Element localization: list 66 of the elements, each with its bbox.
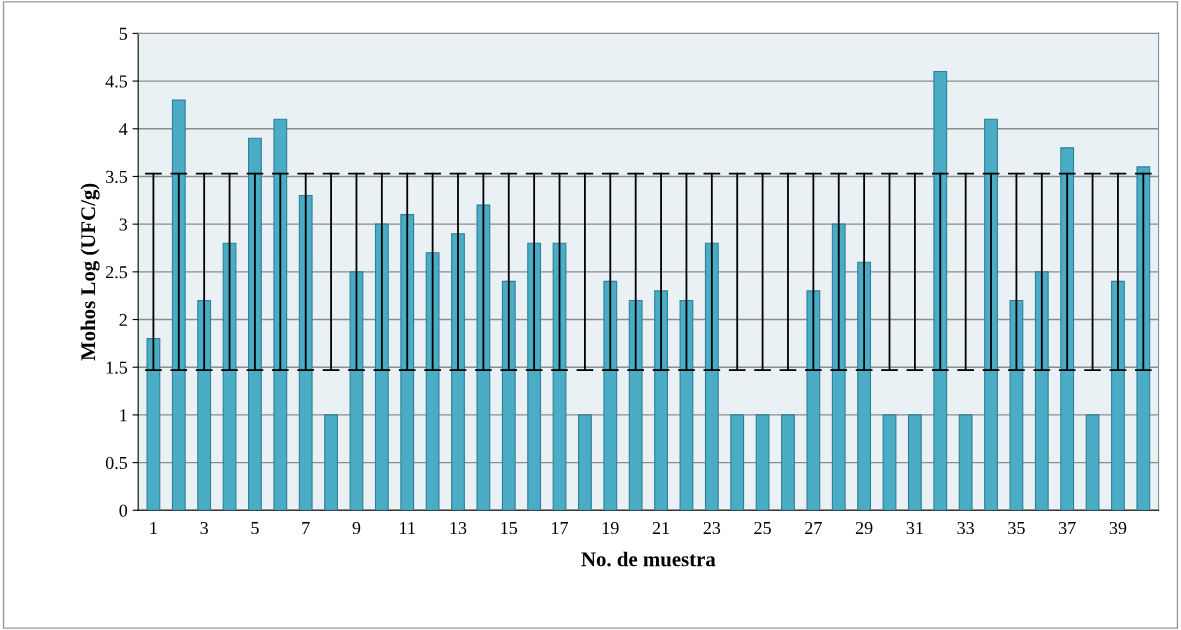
x-tick-label: 35 <box>1008 521 1025 535</box>
bar <box>1034 271 1049 511</box>
bar <box>552 242 567 511</box>
bar <box>1085 414 1100 511</box>
x-tick-label: 19 <box>602 521 619 535</box>
x-tick-label: 23 <box>703 521 721 535</box>
x-tick-label: 13 <box>450 521 467 535</box>
x-tick-label: 37 <box>1059 521 1076 535</box>
bar <box>349 271 364 511</box>
x-tick-label: 27 <box>805 521 822 534</box>
bar <box>578 414 592 511</box>
bar <box>146 338 161 511</box>
bar <box>197 299 212 511</box>
bar <box>679 299 694 511</box>
x-tick-label: 25 <box>754 521 771 535</box>
bar <box>730 414 745 511</box>
y-tick-label: 1 <box>120 409 127 422</box>
y-tick-label: 5 <box>119 27 128 40</box>
bar <box>628 299 643 511</box>
bar <box>425 252 440 511</box>
x-tick-label: 15 <box>501 522 518 535</box>
bar <box>324 414 338 511</box>
bar <box>907 414 922 511</box>
bar <box>654 290 668 511</box>
bar <box>933 70 948 511</box>
bar <box>806 290 821 511</box>
bar <box>704 242 719 511</box>
x-tick-label: 7 <box>302 522 310 534</box>
bar <box>298 194 313 511</box>
bar <box>603 280 618 511</box>
y-tick-label: 0 <box>119 504 128 517</box>
bar <box>1136 166 1151 511</box>
y-axis-title: Mohos Log (UFC/g) <box>80 183 100 361</box>
bar <box>501 280 516 511</box>
x-tick-label: 31 <box>906 521 923 535</box>
x-tick-label: 21 <box>652 521 669 534</box>
x-tick-label: 17 <box>552 522 569 534</box>
x-tick-label: 9 <box>352 521 361 535</box>
bar <box>400 214 415 511</box>
y-tick-label: 3 <box>119 218 128 231</box>
y-tick-label: 4 <box>119 123 128 136</box>
bar <box>958 414 973 511</box>
bar <box>1009 299 1024 511</box>
bar <box>527 242 542 511</box>
y-tick-label: 2.5 <box>105 266 128 279</box>
x-tick-label: 5 <box>251 522 259 535</box>
x-tick-label: 11 <box>400 522 415 534</box>
x-axis-title: No. de muestra <box>581 551 716 567</box>
x-tick-label: 1 <box>150 522 157 534</box>
bar <box>248 137 262 511</box>
x-tick-label: 3 <box>200 521 208 535</box>
bar <box>857 261 872 511</box>
bar <box>781 414 795 511</box>
y-tick-label: 0.5 <box>105 456 128 470</box>
x-tick-label: 39 <box>1109 521 1127 535</box>
bar <box>171 99 186 511</box>
x-tick-label: 33 <box>957 521 974 535</box>
y-tick-label: 1.5 <box>106 361 128 374</box>
bar <box>222 242 237 511</box>
bar <box>882 414 897 511</box>
y-tick-label: 3.5 <box>106 170 128 183</box>
y-tick-label: 2 <box>119 313 127 326</box>
x-tick-label: 29 <box>855 521 873 535</box>
bar <box>755 414 770 511</box>
bar <box>1111 280 1125 511</box>
y-tick-label: 4.5 <box>105 75 128 88</box>
